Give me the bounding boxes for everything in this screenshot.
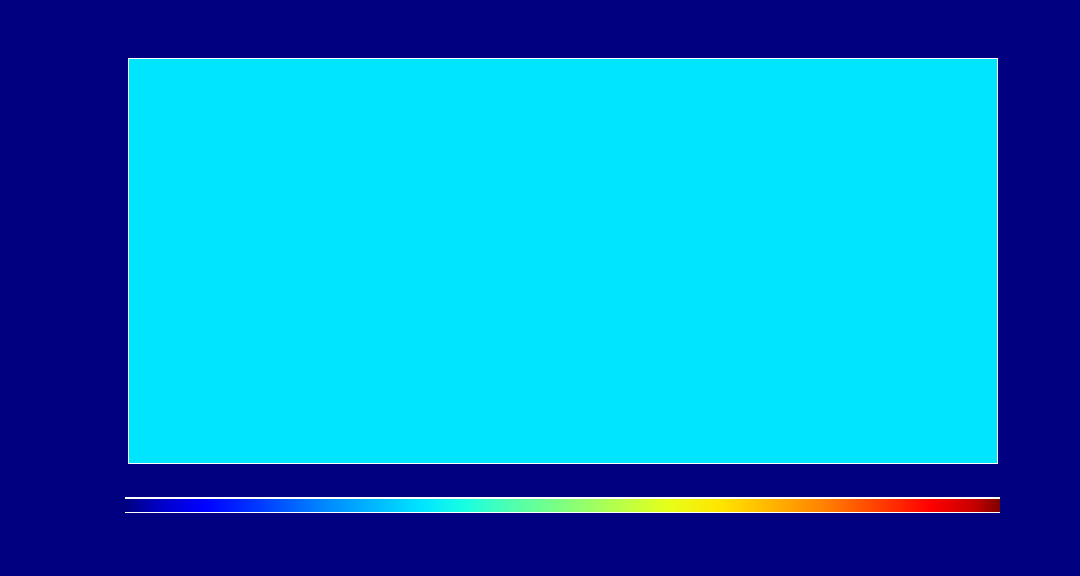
colorbar (125, 497, 1000, 513)
plot-area (128, 58, 998, 464)
cross-section-canvas (129, 59, 997, 463)
colorbar-gradient (125, 497, 1000, 513)
